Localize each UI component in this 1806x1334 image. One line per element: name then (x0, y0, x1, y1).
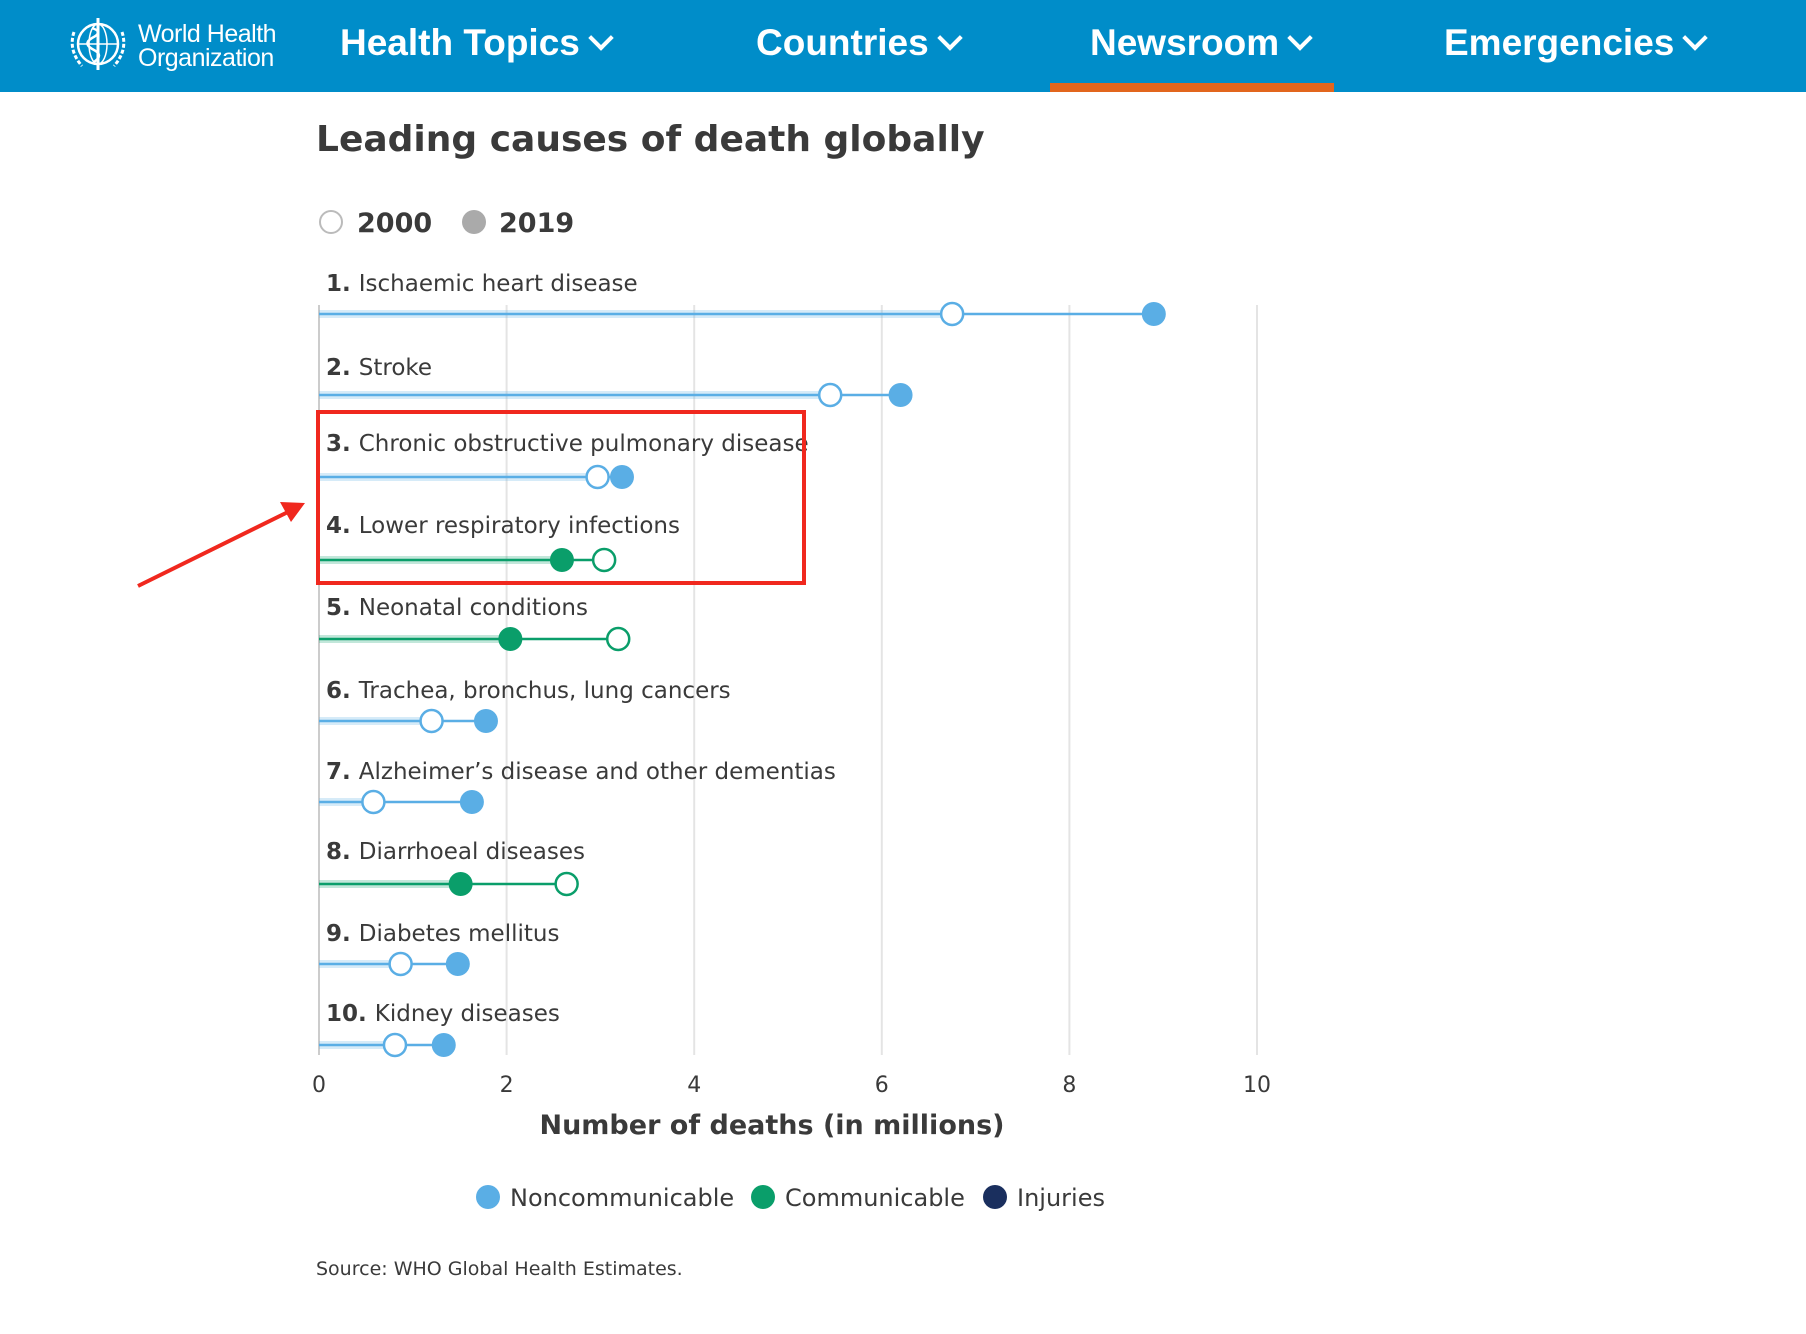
category-label: 5. Neonatal conditions (326, 595, 588, 621)
chart-row: 8. Diarrhoeal diseases (319, 839, 585, 897)
x-axis-label: Number of deaths (in millions) (539, 1110, 1004, 1141)
legend-item: Noncommunicable (476, 1184, 734, 1212)
point-2019 (473, 709, 498, 733)
point-2019 (1141, 302, 1166, 326)
legend-label: Communicable (785, 1184, 965, 1212)
nav-label: Emergencies (1444, 22, 1675, 63)
point-2000 (939, 301, 965, 327)
legend-swatch (751, 1185, 775, 1209)
who-logo[interactable]: World Health Organization (64, 12, 277, 80)
point-2000 (605, 626, 631, 652)
chart-row: 5. Neonatal conditions (319, 595, 631, 652)
nav-label: Newsroom (1090, 22, 1280, 63)
active-tab-indicator (1050, 83, 1334, 92)
x-tick-label: 6 (875, 1073, 889, 1098)
point-2000 (419, 708, 444, 734)
logo-line-1: World Health (138, 20, 277, 48)
logo-text: World Health Organization (138, 20, 277, 72)
category-label: 2. Stroke (326, 355, 432, 381)
point-2019 (888, 383, 913, 407)
point-2019 (498, 627, 523, 651)
point-2000 (388, 951, 413, 977)
legend-label: Injuries (1017, 1184, 1105, 1212)
category-label: 7. Alzheimer’s disease and other dementi… (326, 759, 836, 785)
chart-row: 4. Lower respiratory infections (319, 513, 680, 573)
point-2000 (554, 871, 579, 897)
who-emblem-icon (70, 18, 126, 70)
year-toggle-2019[interactable]: 2019 (462, 208, 574, 239)
point-2000 (817, 382, 843, 408)
chart-row: 2. Stroke (319, 355, 913, 408)
x-tick-label: 0 (312, 1073, 326, 1098)
chart-title: Leading causes of death globally (316, 119, 985, 160)
nav-countries[interactable]: Countries (756, 22, 963, 64)
top-nav: World Health Organization Health Topics … (0, 0, 1806, 92)
nav-emergencies[interactable]: Emergencies (1444, 22, 1709, 64)
legend-label: Noncommunicable (510, 1184, 734, 1212)
point-2019 (459, 790, 484, 814)
x-tick-label: 4 (687, 1073, 701, 1098)
category-label: 4. Lower respiratory infections (326, 513, 680, 539)
chart-row: 6. Trachea, bronchus, lung cancers (319, 678, 731, 734)
legend-swatch (983, 1185, 1007, 1209)
category-label: 10. Kidney diseases (326, 1001, 560, 1027)
point-2019 (445, 952, 470, 976)
radio-hollow-icon (319, 210, 343, 234)
radio-filled-icon (462, 210, 486, 234)
nav-newsroom[interactable]: Newsroom (1090, 22, 1313, 64)
category-label: 6. Trachea, bronchus, lung cancers (326, 678, 731, 704)
point-2000 (585, 464, 610, 490)
legend-swatch (476, 1185, 500, 1209)
category-label: 1. Ischaemic heart disease (326, 271, 638, 297)
x-tick-label: 2 (500, 1073, 514, 1098)
point-2019 (609, 465, 634, 489)
legend-item: Injuries (983, 1184, 1105, 1212)
chart-row: 10. Kidney diseases (319, 1001, 560, 1058)
nav-health-topics[interactable]: Health Topics (340, 22, 614, 64)
category-label: 3. Chronic obstructive pulmonary disease (326, 431, 809, 457)
year-label: 2019 (499, 208, 574, 239)
arrow-icon (137, 502, 305, 588)
highlight-box (316, 410, 806, 585)
x-tick-label: 10 (1243, 1073, 1271, 1098)
nav-label: Health Topics (340, 22, 580, 63)
chart-row: 1. Ischaemic heart disease (319, 271, 1166, 327)
nav-label: Countries (756, 22, 929, 63)
x-tick-label: 8 (1062, 1073, 1076, 1098)
point-2000 (591, 547, 617, 573)
year-toggle-2000[interactable]: 2000 (319, 208, 432, 239)
point-2000 (361, 789, 386, 815)
point-2000 (382, 1032, 408, 1058)
point-2019 (431, 1033, 456, 1057)
category-label: 9. Diabetes mellitus (326, 921, 559, 947)
chart-row: 9. Diabetes mellitus (319, 921, 559, 977)
year-label: 2000 (357, 208, 432, 239)
chart-row: 3. Chronic obstructive pulmonary disease (319, 431, 809, 490)
category-label: 8. Diarrhoeal diseases (326, 839, 585, 865)
source-note: Source: WHO Global Health Estimates. (316, 1258, 683, 1280)
logo-line-2: Organization (138, 44, 274, 72)
legend-item: Communicable (751, 1184, 965, 1212)
point-2019 (549, 548, 574, 572)
chart-row: 7. Alzheimer’s disease and other dementi… (319, 759, 836, 815)
point-2019 (448, 872, 473, 896)
